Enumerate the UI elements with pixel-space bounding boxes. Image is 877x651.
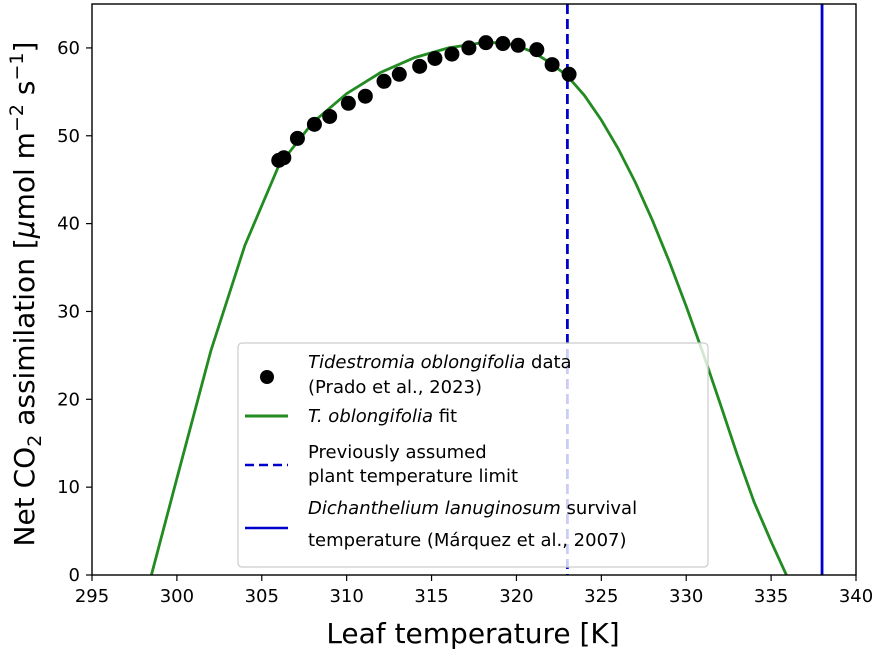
y-tick-label-30: 30 [57, 301, 80, 322]
data-point-11 [444, 46, 460, 62]
y-tick-label-40: 40 [57, 214, 80, 235]
data-point-8 [391, 66, 407, 82]
data-point-9 [412, 58, 428, 74]
data-point-2 [289, 130, 305, 146]
y-tick-label-20: 20 [57, 389, 80, 410]
plot-area [150, 4, 824, 576]
x-tick-label-295: 295 [75, 586, 109, 607]
y-tick-label-60: 60 [57, 38, 80, 59]
x-tick-label-330: 330 [669, 586, 703, 607]
x-tick-label-340: 340 [839, 586, 873, 607]
x-tick-label-325: 325 [584, 586, 618, 607]
legend-label-data-citation: (Prado et al., 2023) [308, 377, 482, 398]
data-point-17 [544, 57, 560, 73]
y-tick-label-10: 10 [57, 477, 80, 498]
x-tick-label-315: 315 [414, 586, 448, 607]
legend-label-fit: T. oblongifolia fit [308, 406, 457, 427]
x-tick-label-320: 320 [499, 586, 533, 607]
y-tick-label-50: 50 [57, 126, 80, 147]
data-point-14 [495, 36, 511, 52]
data-point-6 [357, 88, 373, 104]
legend-label-survival-line2: temperature (Márquez et al., 2007) [308, 530, 627, 551]
data-point-15 [510, 37, 526, 53]
x-tick-label-305: 305 [245, 586, 279, 607]
legend-label-assumed-limit-line2: plant temperature limit [308, 466, 518, 487]
x-tick-label-335: 335 [754, 586, 788, 607]
x-tick-label-310: 310 [329, 586, 363, 607]
legend-label-assumed-limit: Previously assumed [308, 442, 487, 463]
data-point-10 [427, 50, 443, 66]
data-point-7 [376, 73, 392, 89]
y-tick-label-0: 0 [69, 565, 80, 586]
data-point-1 [276, 150, 292, 166]
axes-frame [91, 3, 857, 576]
legend: Tidestromia oblongifolia data (Prado et … [237, 342, 709, 568]
data-point-13 [478, 35, 494, 51]
x-axis-title: Leaf temperature [K] [326, 617, 619, 650]
y-axis-title: Net CO2 assimilation [μmol m−2 s−1] [6, 42, 46, 547]
data-point-3 [306, 116, 322, 132]
axes: 295 300 305 310 315 320 325 330 335 340 0 10 20 30 40 5… [57, 3, 873, 607]
x-tick-label-300: 300 [160, 586, 194, 607]
data-point-12 [461, 40, 477, 56]
legend-frame [237, 342, 709, 568]
legend-label-survival: Dichanthelium lanuginosum survival [308, 498, 637, 519]
legend-marker-data [260, 370, 274, 384]
data-point-5 [340, 95, 356, 111]
legend-label-data: Tidestromia oblongifolia data [308, 352, 572, 373]
data-point-18 [561, 66, 577, 82]
data-point-16 [529, 42, 545, 58]
data-point-4 [322, 108, 338, 124]
